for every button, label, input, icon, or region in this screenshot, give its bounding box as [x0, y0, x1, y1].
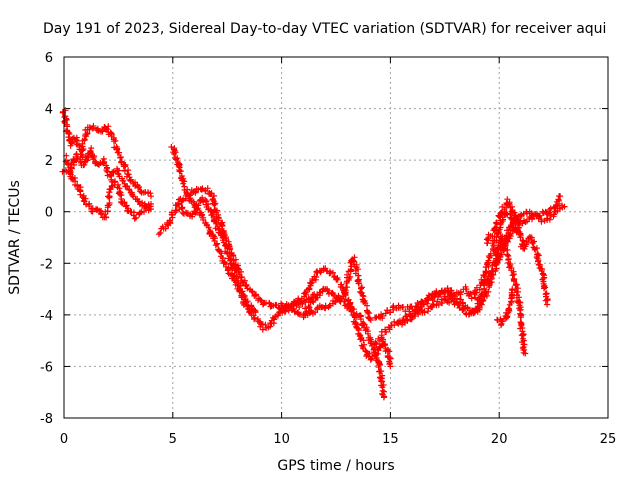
chart-title: Day 191 of 2023, Sidereal Day-to-day VTE… — [43, 21, 606, 37]
x-tick-label: 20 — [491, 432, 508, 447]
plot-frame — [64, 57, 608, 418]
y-tick-label: -8 — [40, 412, 53, 427]
y-tick-label: -4 — [40, 309, 53, 324]
data-points — [60, 107, 568, 400]
y-tick-label: 6 — [45, 51, 53, 66]
y-axis-label: SDTVAR / TECUs — [7, 180, 23, 295]
y-tick-label: 2 — [45, 154, 53, 169]
x-tick-label: 10 — [273, 432, 290, 447]
x-axis-label: GPS time / hours — [277, 458, 394, 474]
x-tick-label: 15 — [382, 432, 399, 447]
series-arc-15 — [494, 286, 515, 328]
axis-ticks: 0 5 10 15 20 25 -8 -6 -4 -2 0 2 4 6 — [40, 51, 616, 447]
x-tick-label: 25 — [600, 432, 617, 447]
series-markers — [372, 203, 568, 351]
y-tick-label: -6 — [40, 360, 53, 375]
series-markers — [494, 286, 515, 328]
y-tick-label: 0 — [45, 206, 53, 221]
x-tick-label: 0 — [60, 432, 68, 447]
y-tick-label: 4 — [45, 103, 53, 118]
sdtvar-scatter-chart: Day 191 of 2023, Sidereal Day-to-day VTE… — [0, 0, 640, 480]
y-tick-label: -2 — [40, 257, 53, 272]
series-arc-10 — [372, 203, 568, 351]
grid-lines — [64, 57, 608, 418]
x-tick-label: 5 — [169, 432, 177, 447]
